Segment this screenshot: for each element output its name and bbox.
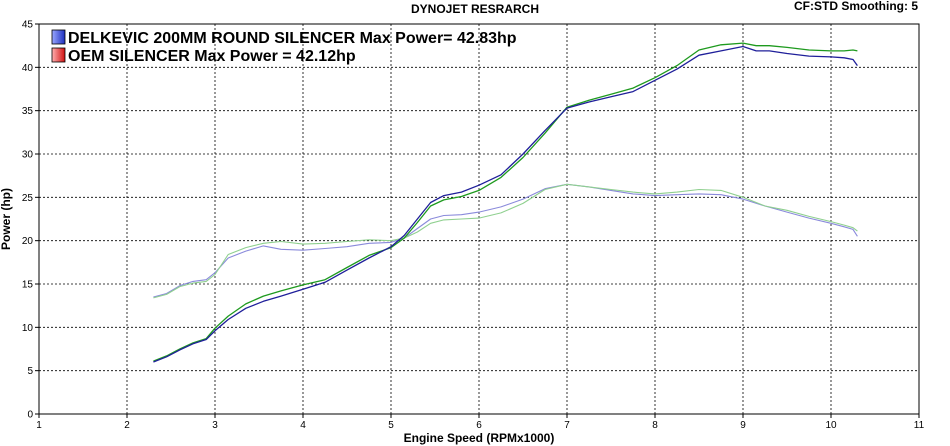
chart-title: DYNOJET RESRARCH <box>411 2 539 16</box>
legend: DELKEVIC 200MM ROUND SILENCER Max Power=… <box>51 29 517 65</box>
x-axis-label: Engine Speed (RPMx1000) <box>404 431 555 445</box>
y-ticks: 0 5 10 15 20 25 30 35 40 45 <box>22 20 39 421</box>
grid-lines <box>39 24 919 414</box>
y-tick-label: 20 <box>22 236 34 247</box>
series-line-3 <box>153 183 858 299</box>
legend-entry-delkevic: DELKEVIC 200MM ROUND SILENCER Max Power=… <box>68 30 517 47</box>
x-tick-label: 10 <box>825 420 837 431</box>
x-tick-label: 3 <box>212 420 218 431</box>
series-line-1 <box>153 42 858 362</box>
y-tick-label: 10 <box>22 323 34 334</box>
y-tick-label: 25 <box>22 193 34 204</box>
x-tick-label: 7 <box>564 420 570 431</box>
settings-readout: CF:STD Smoothing: 5 <box>794 0 918 13</box>
x-tick-label: 1 <box>36 420 42 431</box>
x-ticks: 1 2 3 4 5 6 7 8 9 10 11 <box>36 414 925 431</box>
series-lines <box>153 42 858 363</box>
x-tick-label: 2 <box>124 420 130 431</box>
y-axis-label: Power (hp) <box>0 188 13 250</box>
x-tick-label: 9 <box>740 420 746 431</box>
legend-entry-oem: OEM SILENCER Max Power = 42.12hp <box>68 48 356 65</box>
y-tick-label: 30 <box>22 150 34 161</box>
series-line-2 <box>153 183 858 298</box>
x-tick-label: 4 <box>300 420 306 431</box>
x-tick-label: 6 <box>476 420 482 431</box>
x-tick-label: 5 <box>388 420 394 431</box>
y-tick-label: 5 <box>27 366 33 377</box>
y-tick-label: 40 <box>22 63 34 74</box>
y-tick-label: 35 <box>22 106 34 117</box>
y-tick-label: 15 <box>22 280 34 291</box>
series-line-0 <box>153 45 858 363</box>
legend-swatch-delkevic <box>51 29 66 45</box>
legend-swatch-oem <box>51 47 66 63</box>
x-tick-label: 11 <box>914 420 925 431</box>
y-tick-label: 0 <box>27 410 33 421</box>
x-tick-label: 8 <box>652 420 658 431</box>
y-tick-label: 45 <box>22 20 34 31</box>
